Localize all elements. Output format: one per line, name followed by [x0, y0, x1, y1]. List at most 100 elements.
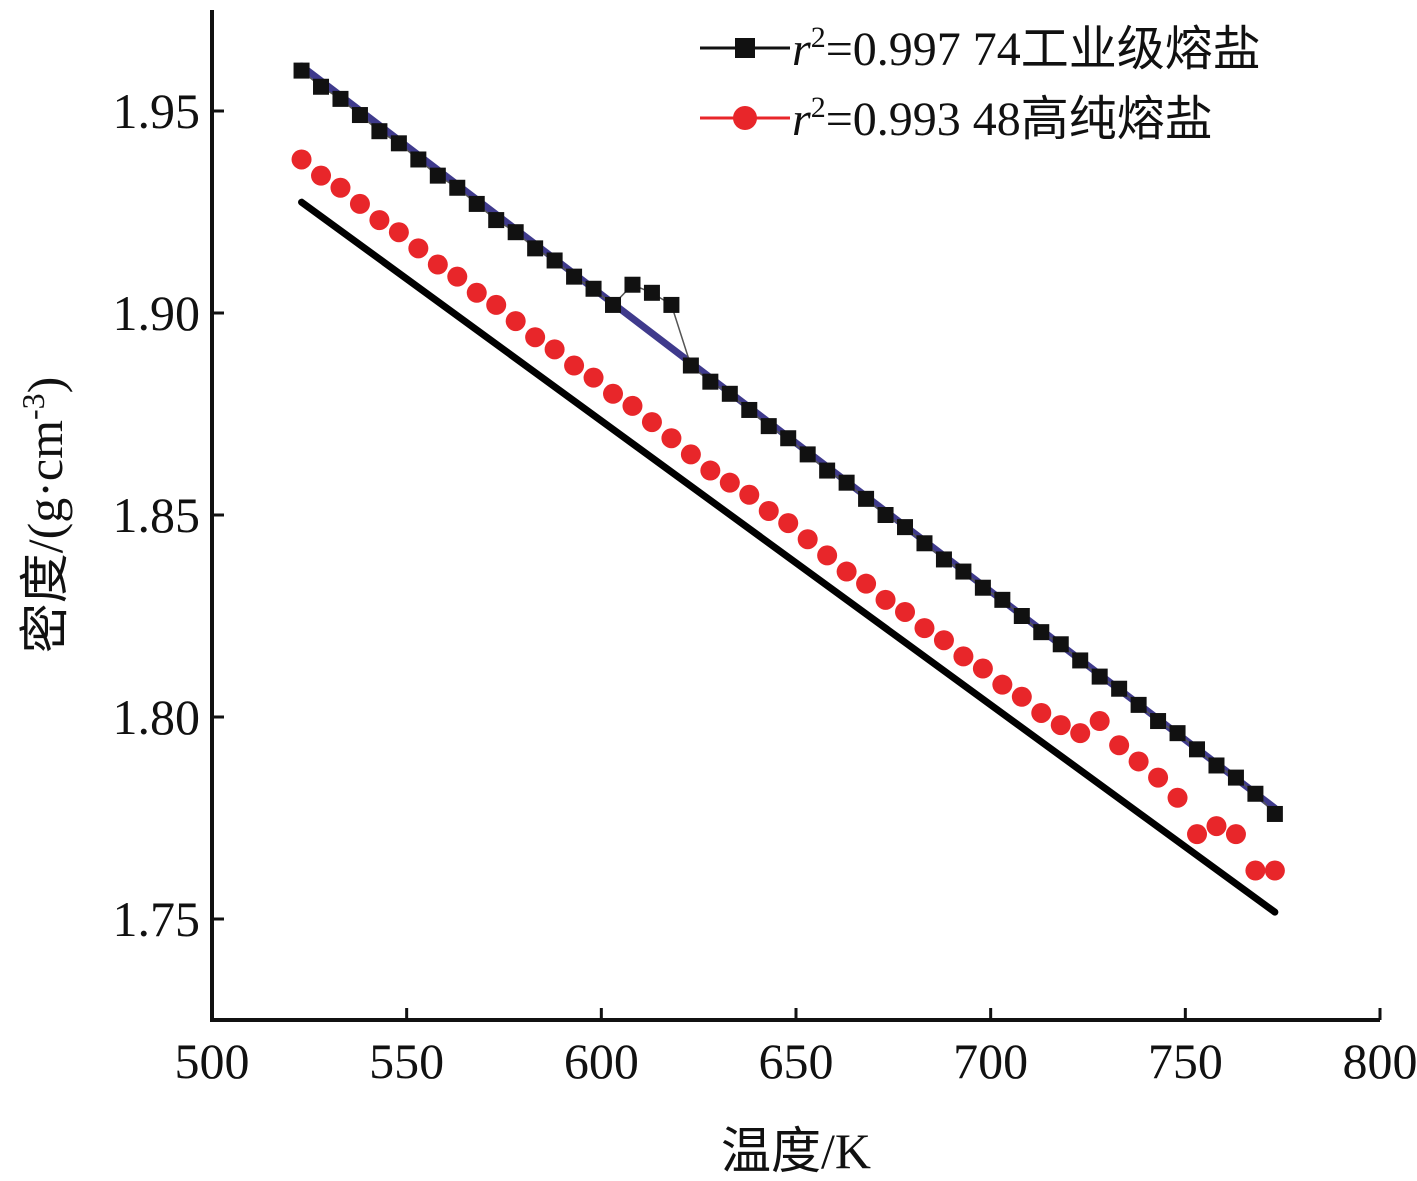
- series-2-point: [486, 294, 507, 315]
- series-2-point: [641, 412, 662, 433]
- series-1-point: [1033, 624, 1050, 641]
- series-2-point: [1148, 767, 1169, 788]
- series-2-point: [895, 601, 916, 622]
- series-1-point: [838, 474, 855, 491]
- series-2-point: [408, 238, 429, 259]
- series-1-point: [916, 535, 933, 552]
- legend-sup: 2: [811, 21, 826, 54]
- series-1-point: [1169, 725, 1186, 742]
- x-axis-title: 温度/K: [721, 1123, 871, 1179]
- series-1-point: [721, 385, 738, 402]
- series-1-point: [819, 462, 836, 479]
- series-1-point: [858, 490, 875, 507]
- fit-line-2: [298, 198, 1279, 916]
- legend-r: r: [792, 23, 811, 76]
- series-1-point: [488, 212, 505, 229]
- series-2-point: [369, 210, 390, 231]
- series-2-point: [719, 472, 740, 493]
- series-1-point: [390, 135, 407, 152]
- series-1-point: [1227, 769, 1244, 786]
- series-1-point: [1111, 680, 1128, 697]
- series-1-point: [507, 224, 524, 241]
- series-2-point: [564, 355, 585, 376]
- legend-name: 工业级熔盐: [1021, 23, 1261, 76]
- series-2-point: [661, 428, 682, 449]
- series-2-point: [1070, 723, 1091, 744]
- legend-marker-square: [735, 38, 755, 58]
- x-tick-label: 600: [564, 1033, 639, 1089]
- series-2-point: [525, 327, 546, 348]
- y-axis-title: 密度/(g·cm-3): [15, 377, 73, 654]
- series-1-point: [994, 591, 1011, 608]
- series-1-point: [1189, 741, 1206, 758]
- series-1-point: [1150, 713, 1167, 730]
- series-2-point: [914, 618, 935, 639]
- series-2-point: [817, 545, 838, 566]
- series-2-point: [758, 500, 779, 521]
- series-1-point: [371, 123, 388, 140]
- series-1-point: [527, 240, 544, 257]
- series-1-point: [1091, 668, 1108, 685]
- legend-label-1: r2=0.997 74工业级熔盐: [792, 21, 1261, 76]
- series-2-point: [836, 561, 857, 582]
- series-2-point: [1206, 816, 1227, 837]
- series-2-point: [388, 222, 409, 243]
- y-tick-label: 1.75: [113, 891, 201, 947]
- series-2-point: [1187, 824, 1208, 845]
- series-1-point: [351, 107, 368, 124]
- x-tick-label: 750: [1148, 1033, 1223, 1089]
- series-1-point: [468, 195, 485, 212]
- series-2-point: [1089, 711, 1110, 732]
- y-tick-label: 1.90: [113, 285, 201, 341]
- series-1-point: [799, 446, 816, 463]
- series-1-point: [877, 507, 894, 523]
- series-1-point: [955, 563, 972, 580]
- series-1-point: [410, 151, 427, 168]
- series-1-point: [643, 284, 660, 301]
- series-2-point: [1225, 824, 1246, 845]
- series-1-point: [935, 551, 952, 568]
- series-2-point: [680, 444, 701, 465]
- series-1-point: [702, 373, 719, 390]
- series-1-point: [1247, 785, 1264, 802]
- x-tick-label: 550: [369, 1033, 444, 1089]
- series-1-point: [293, 62, 310, 79]
- series-2-point: [972, 658, 993, 679]
- series-2-point: [1128, 751, 1149, 772]
- fit-lines: [298, 62, 1279, 916]
- series-1-point: [663, 296, 680, 313]
- series-1-point: [332, 90, 349, 107]
- x-tick-label: 650: [759, 1033, 834, 1089]
- series-2-point: [505, 311, 526, 332]
- series-2-point: [447, 266, 468, 287]
- series-2-point: [1264, 860, 1285, 881]
- legend-name: 高纯熔盐: [1021, 93, 1213, 146]
- legend-r: r: [792, 93, 811, 146]
- legend-sup: 2: [811, 91, 826, 124]
- series-2-point: [778, 513, 799, 534]
- series-1-point: [760, 418, 777, 435]
- series-2-point: [291, 149, 312, 170]
- x-tick-label: 800: [1343, 1033, 1417, 1089]
- series-1-point: [585, 280, 602, 297]
- series-2-point: [466, 282, 487, 303]
- x-tick-label: 500: [175, 1033, 250, 1089]
- y-axis-title-close: ): [17, 377, 73, 394]
- data-marks: [291, 62, 1285, 881]
- legend-marker-circle: [733, 106, 757, 130]
- x-tick-label: 700: [953, 1033, 1028, 1089]
- series-1-point: [897, 519, 914, 536]
- axes: 500 550 600 650 700 750 800 1.75 1.80 1.85 1.90 1.9…: [113, 10, 1417, 1089]
- series-1-point: [1013, 608, 1030, 624]
- series-2-point: [622, 395, 643, 416]
- series-2-point: [544, 339, 565, 360]
- series-1-point: [682, 357, 699, 374]
- series-1-point: [1052, 636, 1069, 653]
- y-axis-title-text: 密度/(g·cm: [17, 420, 73, 653]
- series-2-point: [330, 177, 351, 198]
- series-1-point: [624, 276, 641, 293]
- series-2-point: [583, 367, 604, 388]
- y-axis-title-sup: -3: [15, 393, 51, 420]
